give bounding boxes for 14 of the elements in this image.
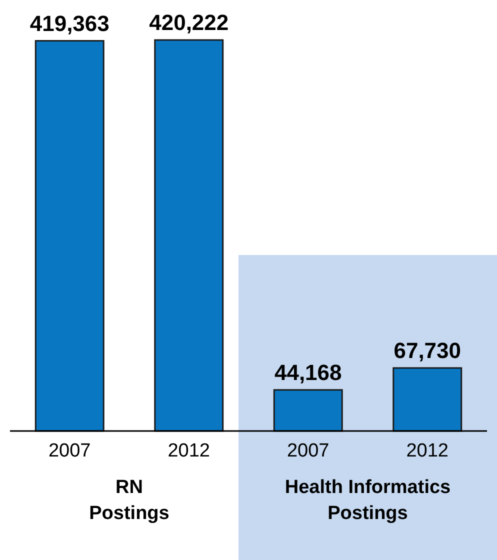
x-tick-label: 2007 <box>48 440 91 462</box>
data-label: 67,730 <box>394 338 462 363</box>
bar <box>34 40 104 432</box>
data-label: 44,168 <box>274 360 342 385</box>
x-tick-label: 2012 <box>168 440 210 462</box>
x-tick-label: 2007 <box>286 440 330 462</box>
x-tick-label: 2012 <box>406 440 449 462</box>
bar <box>273 389 343 432</box>
bar <box>154 39 224 432</box>
text: Health Informatics Postings <box>284 477 451 524</box>
text: RN Postings <box>89 477 170 524</box>
bar <box>392 367 462 432</box>
data-label: 420,222 <box>149 10 229 35</box>
data-label: 419,363 <box>30 10 110 36</box>
